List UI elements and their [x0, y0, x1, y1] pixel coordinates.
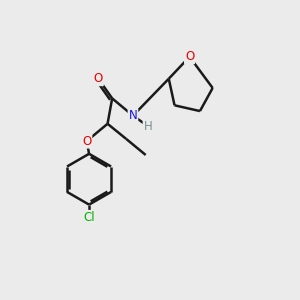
Text: Cl: Cl: [83, 211, 95, 224]
Text: O: O: [185, 50, 194, 63]
Text: O: O: [82, 135, 92, 148]
Text: O: O: [94, 72, 103, 85]
Text: N: N: [129, 109, 137, 122]
Text: H: H: [144, 120, 152, 133]
